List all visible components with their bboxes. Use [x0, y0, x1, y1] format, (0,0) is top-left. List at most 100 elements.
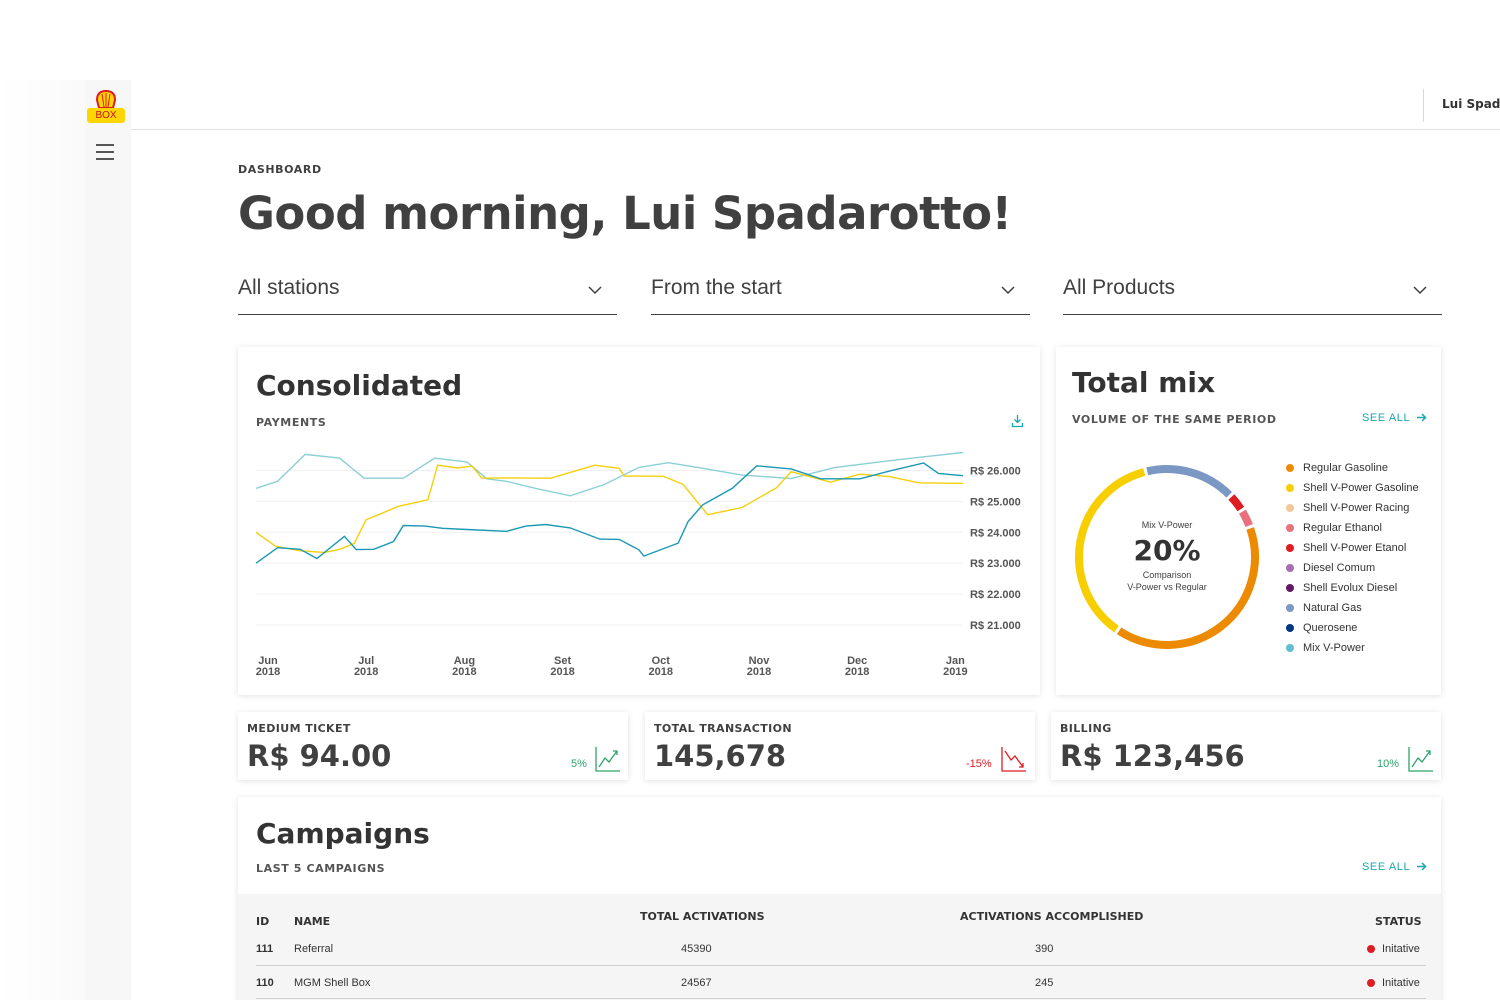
kpi-medium-ticket: MEDIUM TICKET R$ 94.00 5% — [238, 712, 628, 780]
cell-status: Initative — [1367, 977, 1420, 989]
x-tick-label: 2018 — [354, 666, 378, 678]
trend-down-icon — [1001, 747, 1026, 772]
x-tick-label: 2019 — [943, 666, 967, 678]
kpi-value: R$ 94.00 — [247, 739, 392, 773]
card-title: Campaigns — [256, 817, 430, 850]
mix-legend: Regular Gasoline Shell V-Power Gasoline Sh… — [1286, 458, 1419, 658]
kpi-delta: 10% — [1377, 758, 1400, 770]
see-all-link[interactable]: SEE ALL — [1362, 412, 1428, 424]
status-label: Initative — [1382, 977, 1420, 989]
x-tick-label: 2018 — [452, 666, 476, 678]
x-tick-label: Jun — [258, 655, 278, 667]
legend-dot-icon — [1286, 544, 1294, 552]
card-subtitle: PAYMENTS — [256, 416, 327, 429]
y-tick-label: R$ 25.000 — [970, 496, 1021, 508]
card-subtitle: VOLUME OF THE SAME PERIOD — [1072, 413, 1277, 426]
shell-box-logo[interactable]: BOX — [87, 88, 125, 126]
x-tick-label: Aug — [454, 655, 475, 667]
x-tick-label: 2018 — [649, 666, 673, 678]
page-eyebrow: DASHBOARD — [238, 163, 322, 176]
products-dropdown[interactable]: All Products — [1063, 274, 1442, 315]
legend-dot-icon — [1286, 464, 1294, 472]
legend-label: Regular Ethanol — [1303, 522, 1382, 534]
y-tick-label: R$ 22.000 — [970, 589, 1021, 601]
donut-slice — [1116, 527, 1259, 649]
topbar-divider — [1423, 89, 1424, 122]
legend-dot-icon — [1286, 644, 1294, 652]
legend-item: Regular Ethanol — [1286, 518, 1419, 538]
legend-label: Shell V-Power Gasoline — [1303, 482, 1419, 494]
chevron-down-icon — [1413, 286, 1427, 295]
legend-dot-icon — [1286, 624, 1294, 632]
y-tick-label: R$ 21.000 — [970, 620, 1021, 632]
donut-slice — [1238, 509, 1253, 528]
legend-label: Shell Evolux Diesel — [1303, 582, 1398, 594]
legend-item: Regular Gasoline — [1286, 458, 1419, 478]
x-tick-label: 2018 — [550, 666, 574, 678]
series-line — [255, 464, 964, 554]
total-mix-card: Total mix VOLUME OF THE SAME PERIOD SEE … — [1056, 347, 1441, 695]
x-tick-label: 2018 — [747, 666, 771, 678]
campaigns-table — [238, 894, 1441, 1000]
legend-item: Natural Gas — [1286, 598, 1419, 618]
kpi-total-transaction: TOTAL TRANSACTION 145,678 -15% — [645, 712, 1035, 780]
kpi-value: R$ 123,456 — [1060, 739, 1245, 773]
cell-accomplished: 245 — [1035, 977, 1054, 989]
stations-dropdown[interactable]: All stations — [238, 274, 617, 315]
legend-item: Shell V-Power Etanol — [1286, 538, 1419, 558]
x-tick-label: Jul — [358, 655, 374, 667]
donut-center-value: 20% — [1133, 534, 1201, 567]
menu-icon[interactable] — [96, 144, 114, 160]
arrow-right-icon — [1417, 862, 1428, 871]
card-title: Consolidated — [256, 369, 463, 402]
download-icon[interactable] — [1011, 414, 1024, 428]
dropdown-value: All Products — [1063, 276, 1176, 299]
cell-total: 24567 — [681, 977, 712, 989]
kpi-delta: 5% — [571, 758, 587, 770]
x-tick-label: 2018 — [256, 666, 280, 678]
donut-center-caption-2: V-Power vs Regular — [1127, 582, 1207, 592]
x-tick-label: Jan — [946, 655, 965, 667]
cell-total: 45390 — [681, 943, 712, 955]
legend-item: Mix V-Power — [1286, 638, 1419, 658]
logo-text: BOX — [87, 108, 125, 123]
cell-name: Referral — [294, 943, 334, 955]
x-tick-label: Set — [554, 655, 571, 667]
legend-dot-icon — [1286, 604, 1294, 612]
page-title: Good morning, Lui Spadarotto! — [238, 187, 1012, 240]
status-dot-icon — [1367, 945, 1375, 953]
x-tick-label: Nov — [749, 655, 771, 667]
col-header-total-activations: TOTAL ACTIVATIONS — [640, 910, 765, 923]
legend-item: Diesel Comum — [1286, 558, 1419, 578]
donut-slice — [1074, 468, 1146, 633]
kpi-value: 145,678 — [654, 739, 787, 773]
kpi-label: MEDIUM TICKET — [247, 722, 351, 735]
legend-item: Shell V-Power Gasoline — [1286, 478, 1419, 498]
legend-item: Querosene — [1286, 618, 1419, 638]
donut-slice — [1146, 465, 1233, 498]
consolidated-card: Consolidated PAYMENTS R$ 26.000 R$ 25.000… — [238, 347, 1040, 695]
kpi-label: BILLING — [1060, 722, 1112, 735]
series-line — [255, 462, 964, 564]
see-all-label: SEE ALL — [1362, 412, 1410, 424]
legend-dot-icon — [1286, 584, 1294, 592]
kpi-billing: BILLING R$ 123,456 10% — [1051, 712, 1441, 780]
cell-id: 110 — [256, 977, 274, 989]
see-all-link[interactable]: SEE ALL — [1362, 861, 1428, 873]
cell-accomplished: 390 — [1035, 943, 1054, 955]
legend-dot-icon — [1286, 504, 1294, 512]
x-tick-label: Dec — [847, 655, 867, 667]
legend-label: Mix V-Power — [1303, 642, 1365, 654]
x-tick-label: 2018 — [845, 666, 869, 678]
col-header-name: NAME — [294, 915, 331, 928]
legend-dot-icon — [1286, 484, 1294, 492]
y-tick-label: R$ 23.000 — [970, 558, 1021, 570]
donut-center-title: Mix V-Power — [1141, 520, 1193, 530]
y-tick-label: R$ 26.000 — [970, 465, 1021, 477]
donut-slice — [1228, 494, 1245, 512]
chevron-down-icon — [588, 286, 602, 295]
card-subtitle: LAST 5 CAMPAIGNS — [256, 862, 386, 875]
period-dropdown[interactable]: From the start — [651, 274, 1030, 315]
user-name[interactable]: Lui Spadarotto — [1442, 97, 1500, 111]
see-all-label: SEE ALL — [1362, 861, 1410, 873]
